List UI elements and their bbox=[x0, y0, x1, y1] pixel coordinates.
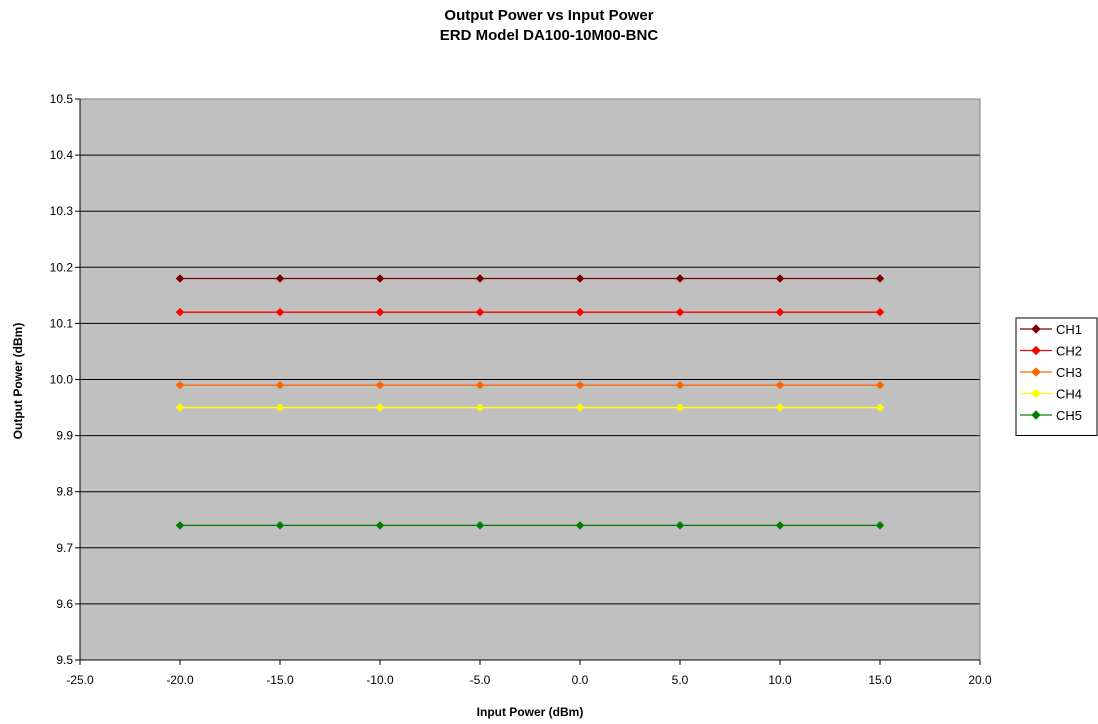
data-point bbox=[675, 380, 685, 390]
y-tick-label: 9.7 bbox=[56, 541, 73, 555]
legend-marker bbox=[1031, 345, 1041, 356]
data-point bbox=[875, 380, 885, 390]
data-point bbox=[575, 521, 585, 530]
data-point bbox=[275, 274, 285, 283]
x-tick-label: 5.0 bbox=[672, 673, 689, 687]
data-point bbox=[775, 521, 785, 530]
data-point bbox=[875, 307, 885, 317]
data-point bbox=[775, 380, 785, 390]
legend-box bbox=[1015, 317, 1098, 436]
y-tick-label: 10.0 bbox=[50, 373, 74, 387]
y-tick-label: 9.6 bbox=[56, 597, 73, 611]
legend-label: CH3 bbox=[1056, 365, 1082, 380]
data-point bbox=[375, 307, 385, 317]
data-point bbox=[875, 403, 885, 412]
x-tick-label: -25.0 bbox=[66, 673, 94, 687]
legend-label: CH4 bbox=[1056, 387, 1082, 402]
legend-marker bbox=[1031, 324, 1041, 334]
x-tick-label: 10.0 bbox=[768, 673, 792, 687]
data-point bbox=[775, 307, 785, 317]
series-ch4 bbox=[175, 403, 885, 412]
y-tick-labels: 9.5 9.6 9.7 9.8 9.9 10.0 10.1 10.2 10.3 10.4 10.5 bbox=[50, 92, 74, 667]
data-point bbox=[875, 274, 885, 283]
data-point bbox=[575, 403, 585, 412]
x-tick-label: -20.0 bbox=[166, 673, 194, 687]
data-point bbox=[575, 274, 585, 283]
legend-label: CH1 bbox=[1056, 322, 1082, 337]
data-point bbox=[575, 380, 585, 390]
data-point bbox=[375, 274, 385, 283]
legend-item-ch5: CH5 bbox=[1020, 408, 1082, 423]
data-point bbox=[175, 274, 185, 283]
axes bbox=[75, 98, 981, 665]
y-tick-label: 10.4 bbox=[50, 148, 74, 162]
data-point bbox=[475, 307, 485, 317]
y-tick-label: 10.3 bbox=[50, 204, 74, 218]
data-point bbox=[275, 307, 285, 317]
legend-label: CH5 bbox=[1056, 408, 1082, 423]
series-ch3 bbox=[175, 380, 885, 390]
legend-marker bbox=[1031, 410, 1041, 420]
legend: CH1 CH2 CH3 CH4 CH5 bbox=[1015, 317, 1098, 436]
legend-marker bbox=[1031, 367, 1041, 377]
series-group bbox=[175, 274, 885, 530]
data-point bbox=[375, 521, 385, 530]
y-axis-label: Output Power (dBm) bbox=[11, 323, 25, 440]
x-tick-labels: -25.0 -20.0 -15.0 -10.0 -5.0 0.0 5.0 10.0 15.0 20… bbox=[66, 673, 992, 687]
y-tick-label: 9.5 bbox=[56, 653, 73, 667]
x-tick-label: 15.0 bbox=[868, 673, 892, 687]
data-point bbox=[875, 521, 885, 530]
y-tick-label: 10.5 bbox=[50, 92, 74, 106]
legend-item-ch2: CH2 bbox=[1020, 344, 1082, 359]
data-point bbox=[475, 521, 485, 530]
data-point bbox=[375, 403, 385, 412]
data-point bbox=[175, 307, 185, 317]
x-tick-label: 20.0 bbox=[968, 673, 992, 687]
legend-item-ch3: CH3 bbox=[1020, 365, 1082, 380]
x-axis-label: Input Power (dBm) bbox=[477, 705, 584, 719]
data-point bbox=[575, 307, 585, 317]
x-tick-label: -10.0 bbox=[366, 673, 394, 687]
data-point bbox=[475, 274, 485, 283]
chart-subtitle: ERD Model DA100-10M00-BNC bbox=[440, 27, 659, 44]
chart-title: Output Power vs Input Power bbox=[444, 7, 653, 24]
x-tick-label: 0.0 bbox=[572, 673, 589, 687]
series-ch5 bbox=[175, 521, 885, 530]
y-tick-label: 10.2 bbox=[50, 260, 74, 274]
x-tick-label: -15.0 bbox=[266, 673, 294, 687]
data-point bbox=[175, 403, 185, 412]
data-point bbox=[175, 380, 185, 390]
legend-label: CH2 bbox=[1056, 344, 1082, 359]
series-ch2 bbox=[175, 307, 885, 317]
data-point bbox=[275, 380, 285, 390]
data-point bbox=[675, 521, 685, 530]
data-point bbox=[675, 403, 685, 412]
data-point bbox=[175, 521, 185, 530]
legend-item-ch4: CH4 bbox=[1020, 387, 1082, 402]
series-ch1 bbox=[175, 274, 885, 283]
data-point bbox=[775, 274, 785, 283]
data-point bbox=[675, 274, 685, 283]
y-tick-label: 9.9 bbox=[56, 429, 73, 443]
data-point bbox=[475, 380, 485, 390]
data-point bbox=[675, 307, 685, 317]
data-point bbox=[275, 521, 285, 530]
data-point bbox=[475, 403, 485, 412]
data-point bbox=[375, 380, 385, 390]
legend-item-ch1: CH1 bbox=[1020, 322, 1082, 337]
data-point bbox=[275, 403, 285, 412]
data-point bbox=[775, 403, 785, 412]
x-tick-label: -5.0 bbox=[470, 673, 491, 687]
y-tick-label: 9.8 bbox=[56, 485, 73, 499]
y-tick-label: 10.1 bbox=[50, 316, 74, 330]
legend-marker bbox=[1031, 388, 1041, 399]
